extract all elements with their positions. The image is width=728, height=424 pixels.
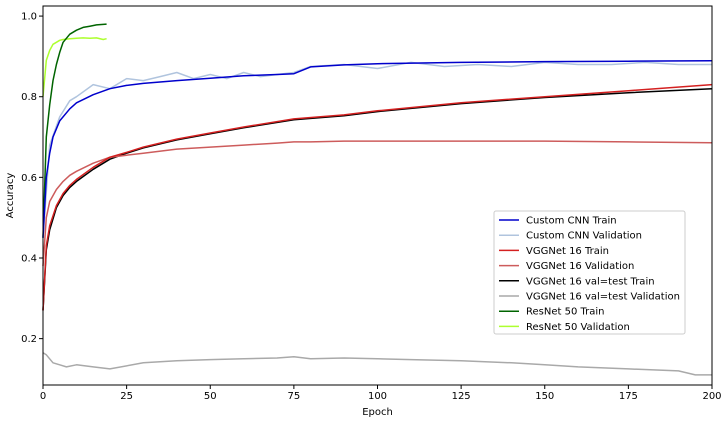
legend-label: Custom CNN Validation xyxy=(526,231,642,242)
x-tick-label: 175 xyxy=(619,391,638,402)
legend-label: VGGNet 16 Train xyxy=(526,246,609,257)
series-line-custom-cnn-validation xyxy=(42,61,712,238)
legend-label: VGGNet 16 Validation xyxy=(526,261,634,272)
x-tick-label: 25 xyxy=(120,391,133,402)
series-line-vggnet-16-val-test-train xyxy=(42,87,713,311)
y-tick-label: 1.0 xyxy=(21,12,37,23)
legend-box xyxy=(493,210,686,335)
y-tick-label: 0.4 xyxy=(21,253,37,264)
series-line-vggnet-16-validation xyxy=(42,140,713,267)
x-tick-label: 75 xyxy=(288,391,301,402)
legend-label: Custom CNN Train xyxy=(526,216,617,227)
series-line-vggnet-16-train xyxy=(42,83,713,311)
y-axis-label: Accuracy xyxy=(5,173,16,219)
legend: Custom CNN Train Custom CNN Validation VGG… xyxy=(493,210,686,335)
series-layer xyxy=(42,23,713,376)
x-axis-label: Epoch xyxy=(362,407,393,418)
y-axis: 0.2 0.4 0.6 0.8 1.0 xyxy=(21,12,43,345)
y-tick-label: 0.2 xyxy=(21,334,37,345)
x-tick-label: 50 xyxy=(204,391,217,402)
x-tick-label: 125 xyxy=(452,391,471,402)
x-tick-label: 200 xyxy=(702,391,721,402)
x-axis: 0 25 50 75 100 125 150 175 200 xyxy=(40,385,722,402)
y-tick-label: 0.6 xyxy=(21,173,37,184)
legend-label: ResNet 50 Validation xyxy=(526,322,630,333)
x-tick-label: 100 xyxy=(368,391,387,402)
legend-label: VGGNet 16 val=test Train xyxy=(526,276,655,287)
y-tick-label: 0.8 xyxy=(21,92,37,103)
legend-label: VGGNet 16 val=test Validation xyxy=(526,292,680,303)
x-tick-label: 0 xyxy=(40,391,46,402)
series-line-resnet-50-train xyxy=(42,23,107,238)
series-line-vggnet-16-val-test-validation xyxy=(42,352,712,376)
legend-label: ResNet 50 Train xyxy=(526,307,605,318)
series-line-custom-cnn-train xyxy=(42,60,713,238)
x-tick-label: 150 xyxy=(535,391,554,402)
